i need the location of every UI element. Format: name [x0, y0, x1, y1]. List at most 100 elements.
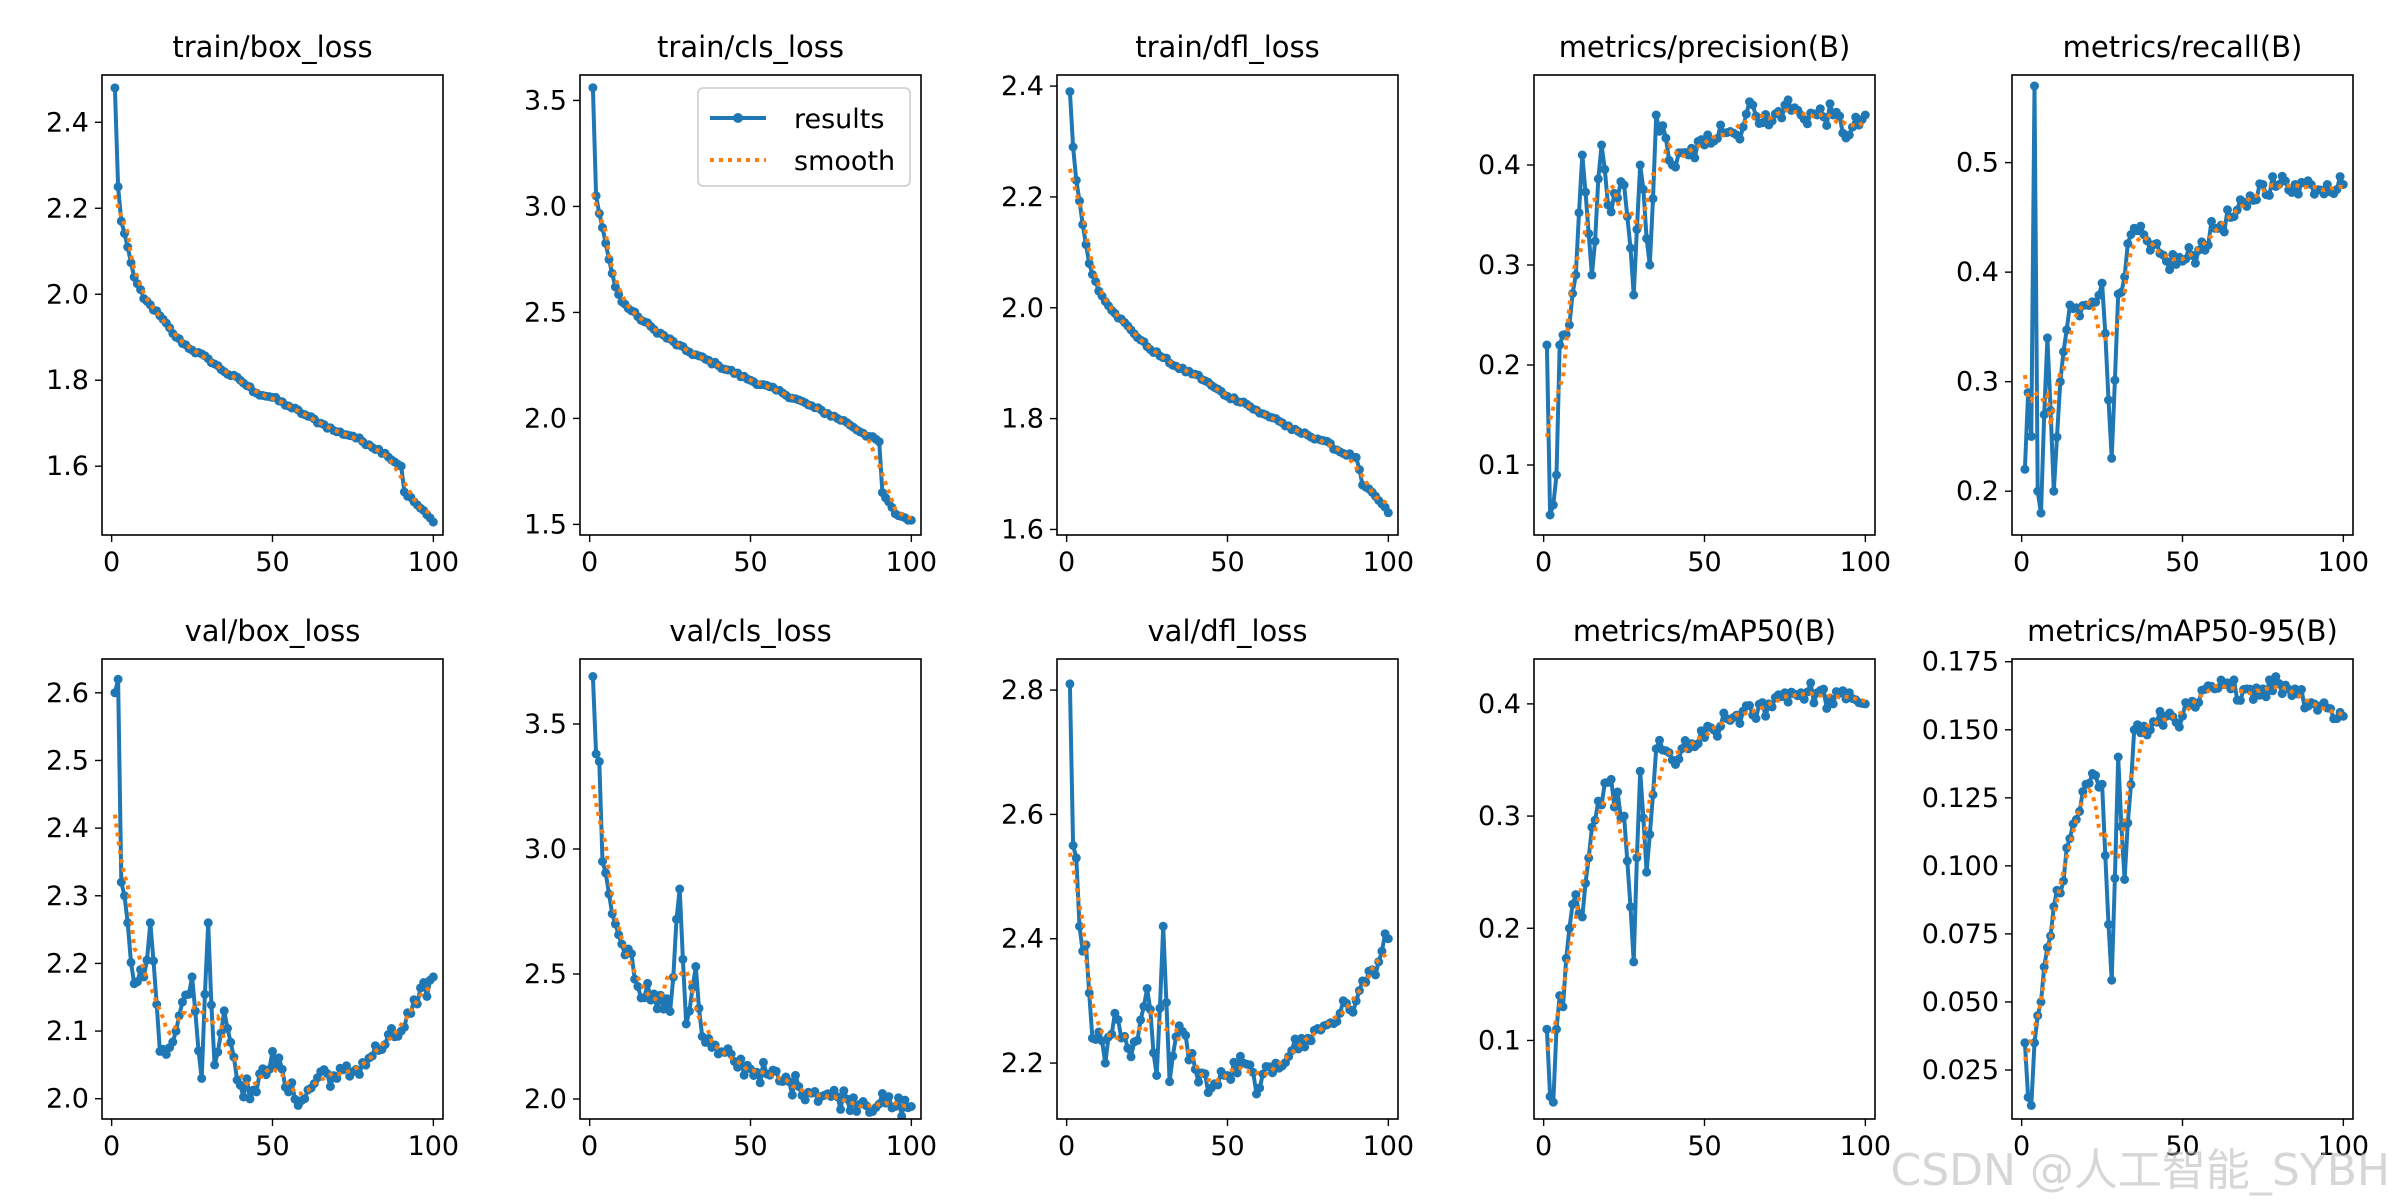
results-point-96 [1371, 970, 1380, 980]
results-point-5 [1555, 340, 1565, 350]
results-point-67 [800, 1095, 810, 1105]
results-point-43 [1677, 744, 1687, 754]
results-point-50 [268, 1046, 277, 1056]
results-point-19 [1123, 1043, 1133, 1053]
results-point-8 [132, 977, 142, 987]
results-point-1 [1065, 87, 1075, 97]
results-point-41 [1194, 1077, 1203, 1087]
results-point-73 [2252, 195, 2261, 205]
x-tick-label: 100 [886, 547, 938, 578]
results-point-26 [2100, 851, 2110, 860]
results-point-2 [113, 674, 123, 684]
results-point-42 [1674, 754, 1684, 764]
results-point-26 [1622, 856, 1632, 866]
smooth-series-line [590, 193, 912, 521]
results-point-31 [1638, 184, 1648, 194]
results-point-100 [428, 517, 438, 527]
results-point-29 [2110, 375, 2120, 385]
results-point-29 [1155, 1003, 1165, 1013]
results-point-4 [120, 891, 129, 901]
results-point-3 [2026, 431, 2036, 441]
x-tick-label: 100 [2318, 1131, 2370, 1162]
results-point-38 [1661, 133, 1671, 143]
y-tick-label: 0.150 [1922, 715, 1999, 746]
results-point-30 [1635, 766, 1645, 776]
results-point-86 [2293, 189, 2303, 199]
results-point-25 [1619, 180, 1629, 190]
smooth-series-line [1067, 168, 1390, 506]
x-tick-label: 0 [2013, 547, 2030, 578]
results-point-3 [1548, 1097, 1558, 1107]
results-point-76 [1306, 1036, 1316, 1046]
y-tick-label: 0.3 [1478, 250, 1521, 281]
plot-area [110, 83, 438, 527]
results-point-35 [219, 1006, 229, 1016]
results-point-27 [194, 1046, 203, 1056]
results-point-15 [633, 982, 643, 991]
results-point-2 [113, 182, 123, 192]
results-point-11 [1097, 1036, 1107, 1046]
results-point-2 [1068, 841, 1078, 850]
plot-area [110, 674, 438, 1110]
results-point-95 [1844, 130, 1854, 140]
y-tick-label: 0.4 [1956, 257, 1999, 288]
y-tick-label: 3.0 [524, 191, 567, 222]
results-point-44 [726, 1049, 736, 1059]
results-point-6 [126, 957, 136, 967]
results-point-27 [2104, 919, 2113, 929]
chart-title: metrics/mAP50(B) [1573, 614, 1836, 648]
x-tick-label: 100 [886, 1131, 938, 1162]
results-point-22 [1609, 802, 1619, 812]
x-tick-label: 100 [1840, 547, 1892, 578]
results-point-35 [1651, 110, 1661, 120]
results-point-64 [1745, 701, 1754, 710]
x-tick-label: 100 [1840, 1131, 1892, 1162]
results-point-100 [428, 972, 438, 982]
results-point-28 [1629, 290, 1639, 300]
legend-box [697, 87, 911, 187]
results-point-11 [1574, 208, 1584, 218]
results-point-55 [2194, 698, 2204, 708]
y-tick-label: 2.0 [1001, 293, 1044, 324]
results-point-16 [1113, 1015, 1123, 1025]
results-point-61 [1735, 134, 1745, 144]
chart-title: val/box_loss [185, 614, 361, 648]
results-point-13 [1581, 187, 1590, 197]
results-point-32 [2120, 875, 2130, 884]
results-point-87 [2297, 685, 2306, 694]
results-point-53 [755, 1078, 765, 1088]
results-point-52 [274, 1053, 284, 1063]
results-point-82 [1802, 687, 1812, 697]
chart-title: val/dfl_loss [1148, 614, 1308, 648]
results-point-100 [1383, 934, 1393, 944]
x-tick-label: 0 [103, 547, 120, 578]
results-point-19 [168, 1037, 178, 1047]
results-point-58 [771, 1066, 781, 1076]
results-point-13 [627, 949, 636, 959]
results-point-10 [1571, 890, 1581, 900]
chart-title: metrics/mAP50-95(B) [2027, 614, 2338, 648]
results-point-36 [223, 1023, 232, 1033]
plot-area [2020, 81, 2348, 518]
results-point-25 [187, 972, 197, 982]
y-tick-label: 1.5 [524, 509, 567, 540]
results-point-28 [2107, 453, 2117, 463]
results-point-21 [1606, 774, 1616, 784]
results-point-1 [2020, 464, 2030, 474]
results-point-81 [1799, 694, 1809, 704]
results-point-42 [242, 1074, 252, 1084]
y-tick-label: 3.0 [524, 834, 567, 865]
plot-area [588, 672, 916, 1119]
y-tick-label: 0.1 [1478, 1025, 1521, 1056]
plot-area [1542, 95, 1870, 520]
results-point-76 [2261, 692, 2271, 702]
x-tick-label: 50 [1210, 1131, 1244, 1162]
results-point-37 [226, 1037, 236, 1047]
results-point-12 [1577, 912, 1587, 922]
plot-area [588, 83, 916, 525]
results-point-25 [1142, 984, 1152, 993]
y-tick-label: 2.4 [46, 107, 89, 138]
results-point-55 [1716, 120, 1726, 130]
results-point-79 [839, 1086, 849, 1096]
results-point-72 [2248, 695, 2258, 704]
